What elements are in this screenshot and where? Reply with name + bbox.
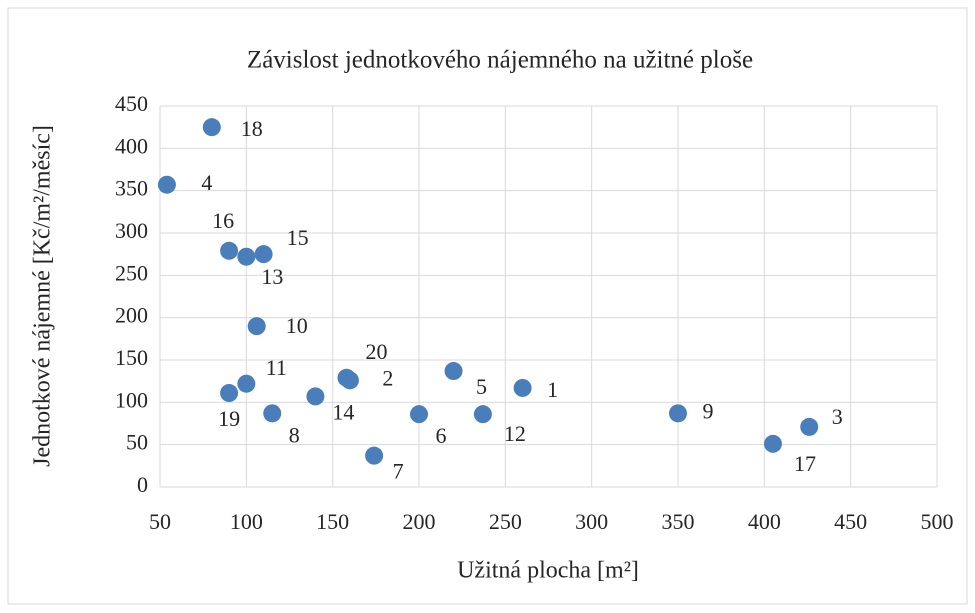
point	[157, 175, 176, 194]
y-tick-label: 400	[115, 133, 148, 158]
x-tick-label: 150	[316, 509, 349, 534]
x-tick-label: 300	[575, 509, 608, 534]
point-label: 20	[365, 339, 387, 364]
x-tick-label: 500	[921, 509, 954, 534]
y-tick-label: 250	[115, 260, 148, 285]
chart-title: Závislost jednotkového nájemného na užit…	[247, 47, 753, 74]
point-label: 6	[436, 423, 447, 448]
x-tick-label: 200	[403, 509, 436, 534]
point	[306, 387, 325, 406]
x-tick-label: 50	[149, 509, 171, 534]
point	[263, 404, 282, 423]
point-label: 3	[832, 404, 843, 429]
point-label: 10	[286, 313, 308, 338]
point	[220, 384, 239, 403]
point	[337, 368, 356, 387]
point-label: 15	[287, 225, 309, 250]
y-tick-label: 200	[115, 303, 148, 328]
point	[513, 378, 532, 397]
point	[669, 404, 687, 423]
point	[202, 118, 221, 137]
point	[220, 241, 239, 260]
y-tick-label: 0	[137, 472, 148, 497]
point	[410, 405, 428, 424]
y-axis-label: Jednotkové nájemné [Kč/m²/měsíc]	[30, 125, 56, 467]
x-tick-label: 250	[489, 509, 522, 534]
x-tick-label: 100	[230, 509, 263, 534]
x-axis-label: Užitná plocha [m²]	[457, 558, 639, 584]
point	[365, 446, 384, 465]
point-label: 14	[332, 399, 354, 424]
point	[237, 374, 256, 393]
point	[444, 362, 463, 381]
point-label: 5	[476, 374, 487, 399]
point	[237, 247, 256, 266]
x-tick-label: 450	[834, 509, 867, 534]
point-label: 19	[218, 406, 240, 431]
y-tick-label: 150	[115, 345, 148, 370]
point-label: 18	[241, 116, 263, 141]
y-tick-label: 450	[115, 91, 148, 116]
point	[473, 405, 492, 424]
x-tick-label: 350	[662, 509, 695, 534]
point-label: 16	[212, 208, 234, 233]
point	[254, 245, 273, 264]
point-label: 7	[393, 459, 404, 484]
chart-border	[7, 7, 968, 605]
point	[800, 417, 819, 436]
point-label: 12	[504, 421, 526, 446]
point-label: 4	[201, 170, 212, 195]
x-tick-label: 400	[748, 509, 781, 534]
point-label: 9	[703, 398, 714, 423]
point-label: 11	[266, 355, 287, 380]
point-label: 2	[382, 365, 393, 390]
point	[763, 434, 782, 453]
y-tick-label: 350	[115, 176, 148, 201]
point-label: 1	[547, 377, 558, 402]
point-label: 13	[261, 264, 283, 289]
point-label: 8	[289, 422, 300, 447]
y-tick-label: 50	[126, 430, 148, 455]
y-tick-label: 100	[115, 387, 148, 412]
point	[247, 317, 266, 336]
y-tick-label: 300	[115, 218, 148, 243]
point-label: 17	[794, 451, 816, 476]
